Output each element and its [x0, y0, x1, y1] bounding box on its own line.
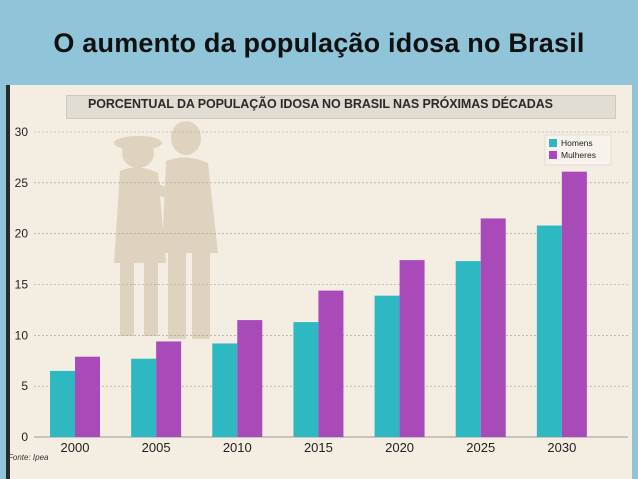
bar-mulheres-2010 — [237, 320, 263, 437]
y-tick-label: 30 — [15, 125, 29, 139]
legend-swatch — [549, 139, 557, 147]
bar-homens-2030 — [536, 225, 562, 437]
chart-title: PORCENTUAL DA POPULAÇÃO IDOSA NO BRASIL … — [88, 97, 553, 111]
chart-title-banner — [66, 95, 616, 119]
bar-homens-2015 — [293, 322, 319, 437]
y-tick-label: 5 — [21, 379, 28, 393]
x-tick-label: 2000 — [61, 440, 90, 455]
bar-homens-2000 — [50, 370, 75, 437]
x-tick-label: 2015 — [304, 440, 333, 455]
bar-mulheres-2030 — [561, 171, 587, 437]
elderly-couple-photo-icon — [114, 121, 218, 339]
y-tick-label: 20 — [15, 227, 29, 241]
chart-source: Fonte: Ipea — [8, 453, 49, 462]
x-tick-label: 2030 — [547, 440, 576, 455]
bar-mulheres-2015 — [318, 290, 344, 437]
x-tick-label: 2025 — [466, 440, 495, 455]
legend-swatch — [549, 151, 557, 159]
slide-title: O aumento da população idosa no Brasil — [53, 28, 585, 58]
bar-homens-2020 — [374, 295, 400, 437]
x-tick-label: 2010 — [223, 440, 252, 455]
y-tick-label: 25 — [15, 176, 29, 190]
bar-mulheres-2020 — [399, 260, 425, 437]
bar-mulheres-2005 — [156, 341, 182, 437]
x-tick-label: 2020 — [385, 440, 414, 455]
bar-homens-2010 — [212, 343, 238, 437]
y-tick-label: 0 — [21, 430, 28, 444]
scan-edge — [6, 85, 10, 479]
x-tick-label: 2005 — [142, 440, 171, 455]
chart-image: PORCENTUAL DA POPULAÇÃO IDOSA NO BRASIL … — [6, 85, 632, 479]
y-tick-label: 15 — [15, 278, 29, 292]
bar-homens-2005 — [131, 358, 157, 437]
bar-mulheres-2025 — [480, 218, 506, 437]
legend-label: Homens — [561, 138, 593, 148]
bar-homens-2025 — [455, 261, 481, 437]
bar-mulheres-2000 — [75, 356, 100, 437]
y-tick-label: 10 — [15, 328, 29, 342]
legend-label: Mulheres — [561, 150, 596, 160]
